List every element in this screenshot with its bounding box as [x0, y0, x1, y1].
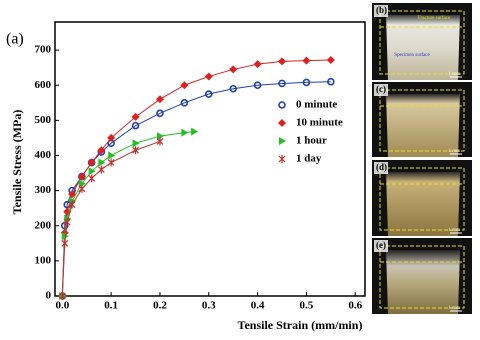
x-tick-label: 0.5	[300, 300, 314, 312]
x-tick-label: 0.3	[202, 300, 216, 312]
scale-label: 1 mm	[448, 228, 460, 233]
legend-marker	[279, 137, 286, 145]
series-line	[61, 140, 161, 297]
marker	[229, 84, 237, 93]
marker	[88, 174, 96, 183]
marker	[278, 79, 286, 88]
x-tick-label: 0.2	[153, 300, 167, 312]
plot-frame	[54, 21, 366, 297]
marker	[132, 146, 139, 155]
marker	[78, 184, 86, 193]
y-tick-label: 0	[46, 290, 52, 302]
marker	[131, 112, 140, 121]
note: Specimen surface	[394, 53, 430, 58]
marker	[302, 56, 311, 65]
x-tick-label: 0.1	[104, 300, 118, 312]
y-tick-label: 600	[35, 79, 52, 91]
marker	[68, 200, 76, 209]
marker	[132, 139, 140, 148]
y-tick-label: 500	[35, 114, 52, 126]
marker	[107, 158, 115, 167]
legend-marker	[278, 101, 286, 109]
marker	[278, 57, 287, 66]
marker	[58, 292, 66, 300]
dashed-box	[379, 245, 465, 309]
specimen	[386, 15, 460, 80]
y-tick-label: 100	[35, 254, 52, 266]
dashed-box	[379, 89, 465, 152]
legend-label: 1 hour	[296, 135, 327, 147]
label-bg	[374, 5, 388, 17]
x-axis-label: Tensile Strain (mm/min)	[238, 318, 363, 332]
scale-label: 1 mm	[448, 306, 460, 311]
legend-label: 10 minute	[296, 117, 343, 129]
panel-label: (b)	[376, 5, 387, 15]
y-tick-label: 700	[35, 44, 52, 56]
marker	[87, 158, 96, 167]
marker	[155, 95, 164, 104]
scale-label: 1 mm	[448, 72, 460, 77]
y-tick-label: 400	[35, 149, 52, 161]
marker	[180, 81, 189, 90]
specimen	[386, 172, 460, 236]
marker	[97, 146, 106, 155]
panel-label: (c)	[376, 84, 386, 94]
marker	[63, 218, 71, 227]
marker	[107, 133, 116, 142]
marker	[253, 81, 262, 90]
x-tick-label: 0.4	[251, 300, 265, 312]
legend-label: 1 day	[296, 153, 322, 165]
panel-label: (e)	[376, 240, 386, 250]
series-line	[61, 131, 195, 297]
label-bg	[374, 162, 388, 174]
marker	[108, 151, 116, 160]
marker	[180, 98, 189, 107]
y-tick-label: 200	[35, 219, 52, 231]
marker	[131, 121, 140, 130]
marker	[229, 65, 238, 74]
note: Fracture surface	[418, 16, 451, 21]
series-line	[61, 81, 331, 297]
marker	[97, 165, 105, 174]
marker	[156, 132, 164, 141]
marker	[302, 78, 311, 87]
marker	[204, 72, 213, 81]
marker	[88, 167, 96, 176]
dashed-box	[379, 10, 465, 75]
marker	[68, 190, 77, 199]
marker	[61, 239, 69, 248]
marker	[156, 109, 164, 118]
scale-label: 1 mm	[448, 149, 460, 154]
marker	[63, 200, 72, 209]
y-axis-label: Tensile Stress (MPa)	[10, 110, 24, 215]
marker	[78, 179, 86, 188]
panel-label: (d)	[376, 162, 387, 172]
legend-marker	[278, 119, 286, 127]
marker	[326, 55, 335, 64]
legend-label: 0 minute	[296, 99, 337, 111]
marker	[156, 137, 164, 146]
label-bg	[374, 240, 388, 252]
marker	[181, 128, 189, 137]
marker	[77, 172, 86, 181]
label-bg	[374, 84, 388, 96]
specimen	[386, 250, 460, 314]
series-line	[61, 59, 331, 297]
marker	[253, 60, 262, 69]
x-tick-label: 0.6	[348, 300, 362, 312]
specimen	[386, 94, 460, 157]
marker	[191, 127, 199, 136]
x-tick-label: 0.0	[55, 300, 69, 312]
panel-label: (a)	[6, 31, 24, 48]
y-tick-label: 300	[35, 184, 52, 196]
marker	[204, 90, 213, 98]
legend-marker	[278, 155, 286, 163]
dashed-box	[379, 167, 465, 231]
marker	[327, 77, 335, 86]
marker	[98, 158, 106, 167]
